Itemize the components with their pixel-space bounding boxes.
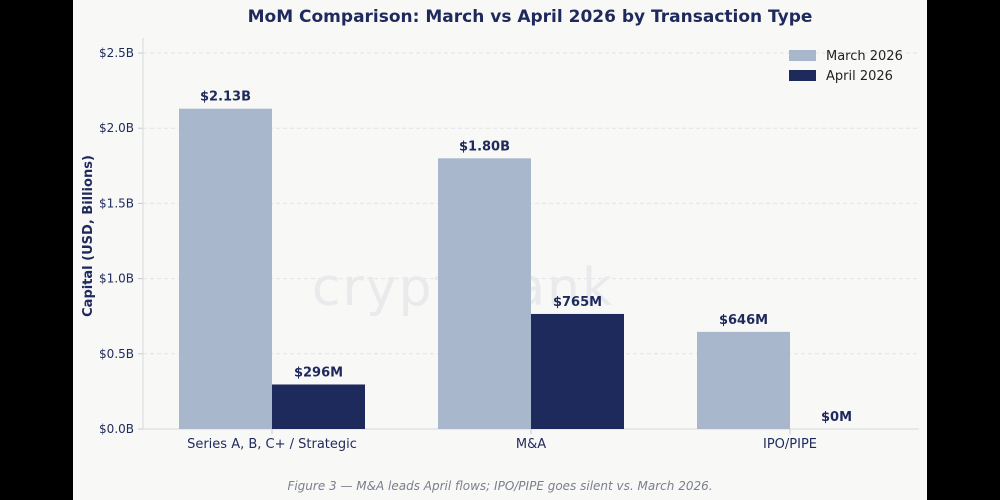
y-tick-label: $0.0B bbox=[99, 422, 134, 436]
bar-april-1 bbox=[531, 313, 624, 429]
bar-april-0 bbox=[272, 384, 365, 429]
bar-value-label: $1.80B bbox=[459, 139, 510, 154]
tick-labels: $0.0B $0.5B $1.0B $1.5B $2.0B $2.5B Series A, … bbox=[99, 46, 817, 452]
legend-label: April 2026 bbox=[826, 69, 893, 84]
bar-march-1 bbox=[438, 158, 531, 430]
bar-value-label: $765M bbox=[553, 295, 602, 310]
legend-swatch bbox=[789, 70, 816, 81]
figure-caption: Figure 3 — M&A leads April flows; IPO/PI… bbox=[287, 479, 712, 493]
chart-canvas: cryptorank $2.13B$296M$1.80B$765M$646M$0… bbox=[73, 0, 927, 500]
bar-value-label: $2.13B bbox=[200, 90, 251, 105]
x-tick-label: IPO/PIPE bbox=[763, 437, 817, 452]
bar-value-label: $296M bbox=[294, 365, 343, 380]
x-tick-label: Series A, B, C+ / Strategic bbox=[187, 437, 357, 452]
chart-title: MoM Comparison: March vs April 2026 by T… bbox=[248, 7, 813, 27]
y-tick-label: $1.5B bbox=[99, 196, 134, 210]
y-tick-label: $0.5B bbox=[99, 347, 134, 361]
legend: March 2026 April 2026 bbox=[789, 49, 903, 84]
bar-value-label: $0M bbox=[821, 410, 852, 425]
y-axis-label: Capital (USD, Billions) bbox=[81, 155, 96, 317]
bar-march-2 bbox=[697, 331, 790, 429]
x-tick-label: M&A bbox=[516, 437, 546, 452]
y-tick-label: $2.0B bbox=[99, 121, 134, 135]
y-tick-label: $2.5B bbox=[99, 46, 134, 60]
legend-label: March 2026 bbox=[826, 49, 903, 64]
bar-value-label: $646M bbox=[719, 313, 768, 328]
bar-march-0 bbox=[179, 108, 272, 429]
legend-swatch bbox=[789, 50, 816, 61]
bars bbox=[179, 108, 790, 430]
y-tick-label: $1.0B bbox=[99, 272, 134, 286]
data-labels: $2.13B $296M $1.80B $765M $646M $0M bbox=[200, 90, 852, 425]
bar-chart: cryptorank $2.13B$296M$1.80B$765M$646M$0… bbox=[81, 7, 919, 493]
